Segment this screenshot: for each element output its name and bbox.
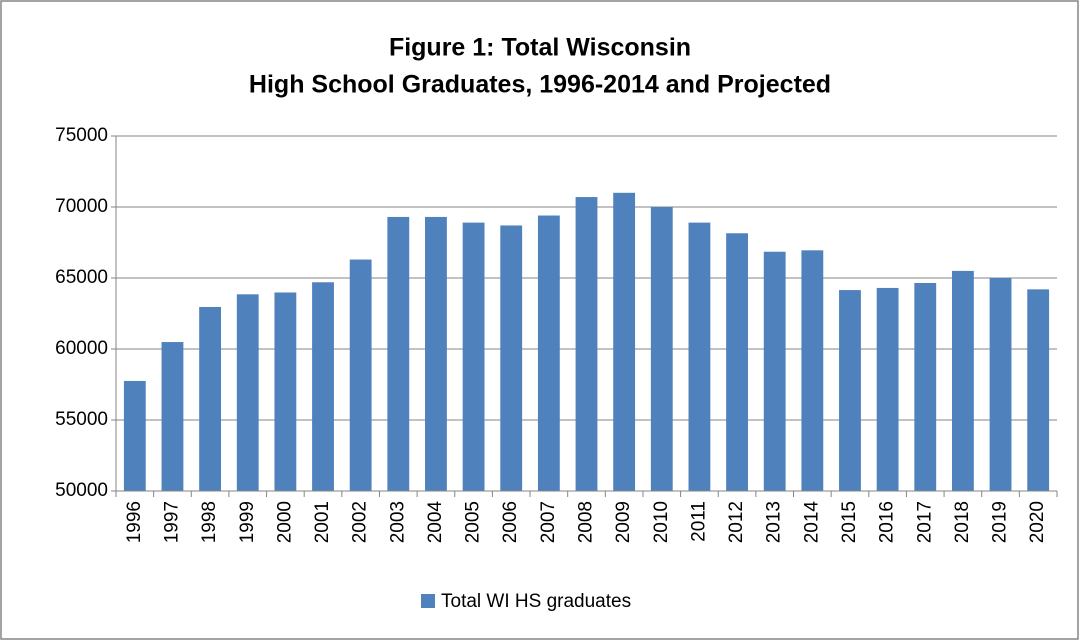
x-tick-label: 2014 — [801, 501, 822, 544]
x-tick-label: 2006 — [500, 501, 521, 543]
x-tick-label: 2011 — [688, 501, 709, 542]
legend-swatch — [421, 594, 435, 608]
bar — [726, 233, 748, 491]
bar — [123, 380, 146, 491]
bar — [274, 292, 297, 491]
x-tick-label: 2019 — [990, 501, 1011, 543]
bar — [387, 216, 410, 491]
x-tick-label: 1998 — [199, 501, 220, 543]
bar — [312, 282, 334, 491]
x-tick-label: 1996 — [124, 501, 145, 543]
x-tick-label: 2015 — [839, 501, 860, 543]
y-tick-label: 60000 — [55, 338, 108, 359]
bar — [763, 251, 786, 491]
bar — [688, 222, 711, 491]
bar — [500, 225, 523, 491]
x-tick-label: 2018 — [952, 501, 973, 543]
x-tick-label: 2001 — [312, 501, 333, 543]
bar — [236, 294, 259, 491]
x-tick-label: 2012 — [726, 501, 747, 543]
y-tick-label: 75000 — [55, 125, 108, 146]
legend-label: Total WI HS graduates — [441, 591, 631, 612]
x-tick-label: 2020 — [1027, 501, 1048, 543]
x-tick-label: 2017 — [914, 501, 935, 543]
bar — [989, 278, 1012, 491]
chart-title: Figure 1: Total Wisconsin — [389, 34, 691, 62]
bar — [1027, 289, 1050, 491]
bar — [425, 216, 447, 491]
bar — [161, 342, 184, 491]
bar — [199, 306, 222, 491]
x-tick-label: 1999 — [237, 501, 258, 543]
y-tick-label: 70000 — [55, 196, 108, 217]
y-tick-label: 55000 — [55, 409, 108, 430]
bar — [876, 287, 899, 491]
bar — [951, 270, 974, 491]
bar — [462, 222, 485, 491]
y-tick-label: 65000 — [55, 267, 108, 288]
bar — [650, 207, 673, 491]
x-tick-label: 2009 — [613, 501, 634, 543]
bar — [801, 250, 824, 491]
bar — [839, 290, 861, 491]
y-tick-label: 50000 — [55, 480, 108, 501]
x-tick-label: 2013 — [764, 501, 785, 543]
x-tick-label: 2003 — [387, 501, 408, 543]
bar — [575, 197, 598, 491]
x-tick-label: 2007 — [538, 501, 559, 543]
x-tick-label: 1997 — [161, 501, 182, 543]
x-tick-label: 2004 — [425, 501, 446, 544]
chart-title: High School Graduates, 1996-2014 and Pro… — [249, 71, 831, 99]
x-tick-label: 2008 — [576, 501, 597, 543]
x-tick-label: 2010 — [651, 501, 672, 543]
x-tick-label: 2016 — [877, 501, 898, 543]
bar — [349, 259, 372, 491]
x-tick-label: 2002 — [350, 501, 371, 543]
bar — [537, 215, 560, 491]
bar — [613, 192, 636, 492]
x-tick-label: 2005 — [463, 501, 484, 543]
bar — [914, 282, 937, 491]
x-tick-label: 2000 — [274, 501, 295, 543]
